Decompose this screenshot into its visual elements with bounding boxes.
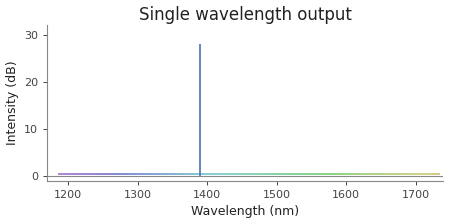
Y-axis label: Intensity (dB): Intensity (dB) xyxy=(5,61,18,145)
Title: Single wavelength output: Single wavelength output xyxy=(139,6,352,24)
X-axis label: Wavelength (nm): Wavelength (nm) xyxy=(191,205,299,218)
